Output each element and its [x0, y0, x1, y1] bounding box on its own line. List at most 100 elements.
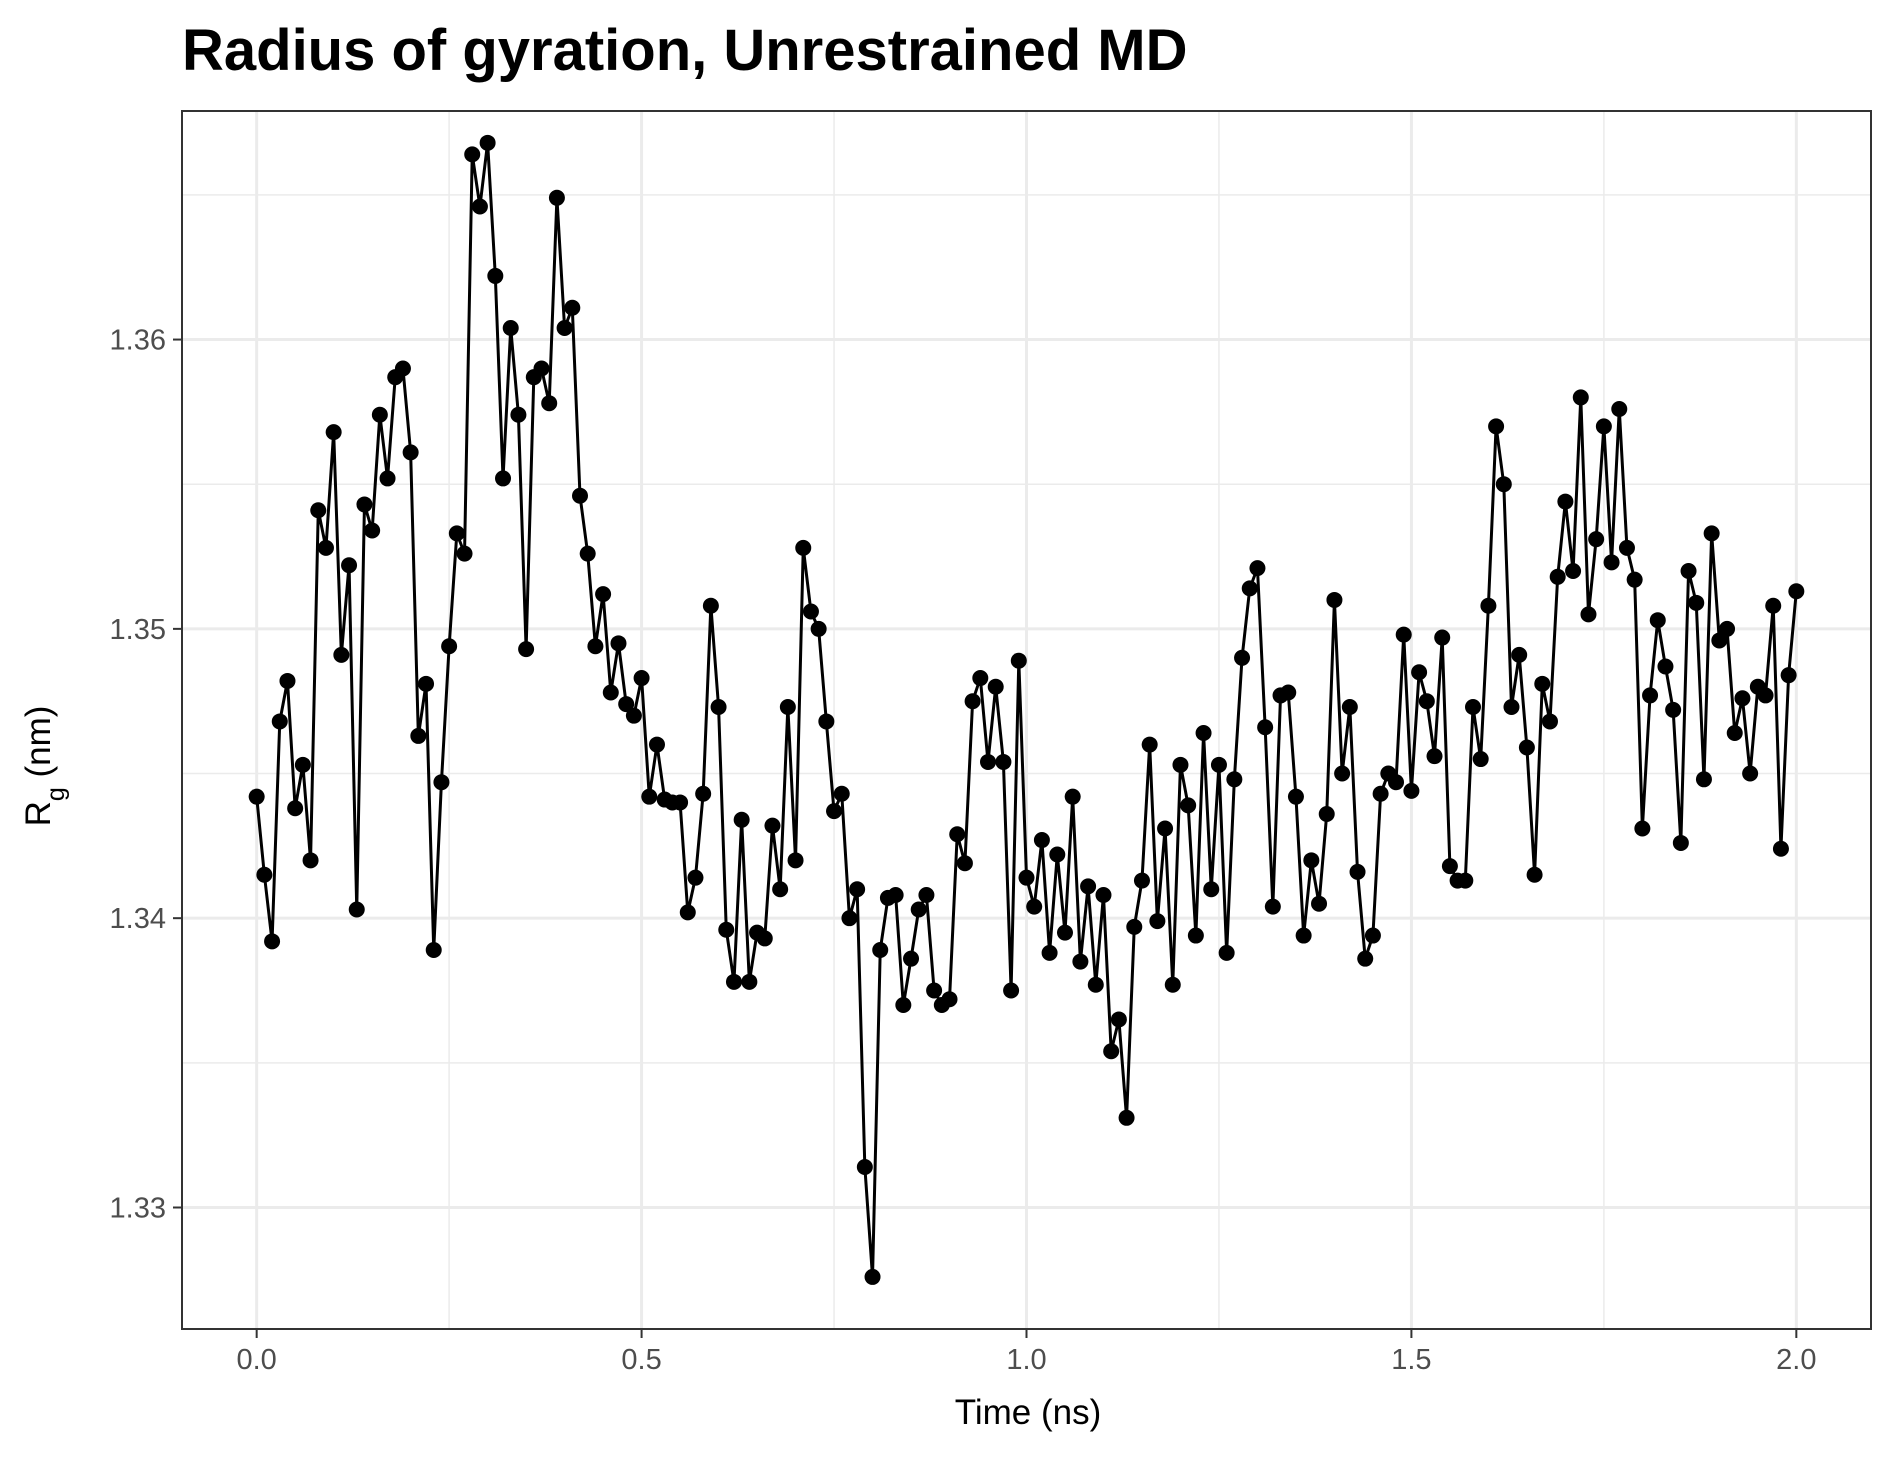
- data-point: [1403, 782, 1420, 799]
- data-point: [1418, 693, 1435, 710]
- data-point: [1719, 620, 1736, 637]
- data-point: [1580, 606, 1597, 623]
- data-point: [579, 545, 596, 562]
- data-point: [448, 525, 465, 542]
- data-point: [333, 646, 350, 663]
- data-point: [1688, 594, 1705, 611]
- data-point: [1595, 418, 1612, 435]
- data-point: [1264, 898, 1281, 915]
- data-point: [1665, 701, 1682, 718]
- data-point: [572, 487, 588, 504]
- data-point: [287, 800, 304, 817]
- data-point: [887, 887, 904, 904]
- data-point: [1611, 400, 1628, 417]
- data-point: [1110, 1011, 1127, 1028]
- data-point: [687, 869, 704, 886]
- data-point: [1503, 698, 1520, 715]
- data-point: [972, 670, 989, 687]
- data-point: [487, 267, 504, 284]
- data-point: [1326, 591, 1343, 608]
- data-point: [741, 973, 758, 990]
- data-point: [271, 713, 288, 730]
- y-axis-title-main: R: [19, 801, 58, 826]
- data-point: [1318, 806, 1335, 823]
- data-point: [1033, 832, 1050, 849]
- data-point: [956, 855, 973, 872]
- data-point: [1788, 583, 1805, 600]
- data-point: [1364, 927, 1381, 944]
- data-point: [1711, 632, 1728, 649]
- data-point: [1472, 751, 1489, 768]
- data-point: [418, 675, 435, 692]
- data-point: [1772, 840, 1789, 857]
- data-point: [856, 1158, 873, 1175]
- y-tick-label: 1.34: [110, 903, 166, 935]
- data-point: [510, 406, 527, 423]
- data-point: [918, 887, 935, 904]
- data-point: [1003, 982, 1020, 999]
- data-point: [980, 753, 997, 770]
- data-point: [256, 866, 273, 883]
- data-point: [1056, 924, 1073, 941]
- data-point: [1172, 756, 1189, 773]
- data-point: [926, 982, 943, 999]
- data-point: [1334, 765, 1351, 782]
- major-gridlines: [182, 111, 1871, 1329]
- x-tick-label: 2.0: [1776, 1344, 1816, 1376]
- data-point: [1041, 944, 1058, 961]
- data-point: [1249, 560, 1266, 577]
- data-point: [433, 774, 450, 791]
- data-point: [756, 930, 773, 947]
- data-point: [733, 811, 750, 828]
- data-point: [341, 557, 358, 574]
- data-point: [841, 910, 858, 927]
- data-point: [833, 785, 850, 802]
- data-point: [1157, 820, 1174, 837]
- data-point: [479, 134, 496, 151]
- data-point: [264, 933, 281, 950]
- x-tick-label: 1.5: [1391, 1344, 1431, 1376]
- data-point: [864, 1268, 881, 1285]
- data-point: [379, 470, 396, 487]
- data-point: [1742, 765, 1759, 782]
- data-point: [772, 881, 789, 898]
- rg-series-points: [248, 134, 1805, 1285]
- data-point: [1572, 389, 1589, 406]
- data-point: [1180, 797, 1197, 814]
- data-point: [987, 678, 1004, 695]
- data-point: [949, 826, 966, 843]
- data-point: [1226, 771, 1243, 788]
- data-point: [471, 198, 488, 215]
- data-point: [1388, 774, 1405, 791]
- data-point: [1534, 675, 1551, 692]
- data-point: [356, 496, 373, 513]
- data-point: [1734, 690, 1751, 707]
- data-point: [1411, 664, 1428, 681]
- data-point: [325, 424, 342, 441]
- data-point: [1703, 525, 1720, 542]
- data-point: [1087, 976, 1104, 993]
- data-point: [725, 973, 742, 990]
- data-point: [394, 360, 411, 377]
- data-point: [1049, 846, 1066, 863]
- data-point: [610, 635, 627, 652]
- data-point: [302, 852, 319, 869]
- data-point: [1757, 687, 1774, 704]
- data-point: [1626, 571, 1643, 588]
- data-point: [779, 698, 796, 715]
- y-tick-label: 1.36: [110, 325, 166, 357]
- data-point: [1541, 713, 1558, 730]
- data-point: [718, 921, 735, 938]
- data-point: [1480, 597, 1497, 614]
- data-point: [1372, 785, 1389, 802]
- data-point: [1072, 953, 1089, 970]
- data-point: [1103, 1043, 1120, 1060]
- data-point: [1603, 554, 1620, 571]
- data-point: [1672, 834, 1689, 851]
- data-point: [1341, 698, 1358, 715]
- data-point: [1726, 725, 1743, 742]
- data-point: [1634, 820, 1651, 837]
- data-point: [941, 991, 958, 1008]
- data-point: [495, 470, 512, 487]
